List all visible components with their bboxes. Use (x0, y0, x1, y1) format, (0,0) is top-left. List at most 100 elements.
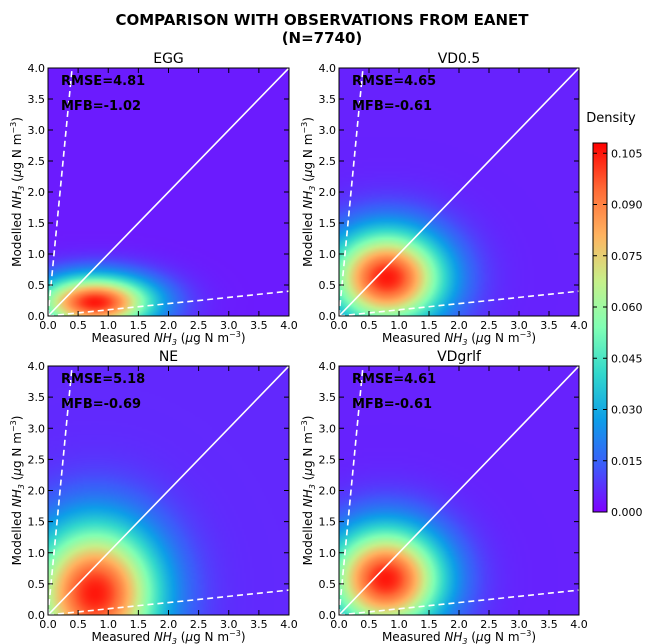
panel-egg: 0.00.0 0.5 0.5 1.0 1.0 1.5 1.5 2.0 2.0 2.5 2.5 3.0 3… (9, 51, 298, 347)
y-tick-label: 4.0 (28, 62, 46, 75)
figure-title-line1: COMPARISON WITH OBSERVATIONS FROM EANET (115, 11, 529, 29)
x-axis-label: Measured NH3 (μg N m−3) (91, 330, 245, 347)
colorbar-tick-label: 0.045 (611, 352, 643, 365)
x-tick-label: 2.0 (160, 319, 178, 332)
rmse-value: RMSE=4.81 (61, 74, 145, 89)
x-tick-label: 3.0 (220, 319, 238, 332)
factor-ten-lower-line (48, 589, 289, 615)
x-tick-label: 1.5 (420, 618, 438, 631)
y-tick-label: 1.0 (28, 547, 46, 560)
x-tick-label: 3.0 (510, 319, 528, 332)
y-tick-label: 3.0 (319, 422, 337, 435)
x-tick-label: 0.0 (330, 319, 348, 332)
y-tick-label: 2.0 (319, 186, 337, 199)
x-tick-label: 4.0 (280, 618, 298, 631)
y-tick-label: 3.0 (28, 124, 46, 137)
factor-ten-lower-line (339, 290, 579, 316)
x-tick-label: 2.0 (450, 618, 468, 631)
x-tick-label: 0.0 (39, 319, 57, 332)
rmse-value: RMSE=5.18 (61, 372, 145, 387)
colorbar-tick-label: 0.030 (611, 404, 643, 417)
x-tick-label: 4.0 (570, 618, 588, 631)
factor-ten-upper-line (339, 68, 364, 316)
x-tick-label: 2.0 (450, 319, 468, 332)
panel-vd05: 0.00.0 0.5 0.5 1.0 1.0 1.5 1.5 2.0 2.0 2.5 2.5 3.0 3… (300, 51, 588, 347)
x-tick-label: 2.5 (480, 319, 498, 332)
x-axis-label: Measured NH3 (μg N m−3) (91, 629, 245, 644)
y-axis-label: Modelled NH3 (μg N m−3) (300, 117, 317, 267)
mfb-value: MFB=-0.69 (61, 397, 141, 412)
x-tick-label: 4.0 (280, 319, 298, 332)
y-tick-label: 0.0 (28, 310, 46, 323)
colorbar-gradient (592, 142, 608, 513)
x-tick-label: 3.5 (250, 618, 268, 631)
y-tick-label: 1.0 (28, 248, 46, 261)
x-tick-label: 1.5 (420, 319, 438, 332)
y-tick-label: 1.5 (319, 516, 337, 529)
x-tick-label: 1.0 (100, 319, 118, 332)
y-tick-label: 3.0 (319, 124, 337, 137)
x-tick-label: 2.5 (190, 618, 208, 631)
one-to-one-line (339, 366, 579, 615)
panels: 0.00.00.50.51.01.01.51.52.02.02.52.53.03… (9, 51, 588, 644)
factor-ten-lower-line (339, 589, 579, 615)
y-tick-label: 4.0 (28, 360, 46, 373)
colorbar-tick-label: 0.090 (611, 199, 643, 212)
x-tick-label: 1.0 (390, 618, 408, 631)
mfb-value: MFB=-0.61 (352, 397, 432, 412)
x-tick-label: 3.5 (540, 319, 558, 332)
y-tick-label: 4.0 (319, 62, 337, 75)
y-tick-label: 4.0 (319, 360, 337, 373)
colorbar-tick-label: 0.060 (611, 301, 643, 314)
y-tick-label: 0.5 (28, 578, 46, 591)
colorbar-tick-label: 0.075 (611, 250, 643, 263)
y-axis-label: Modelled NH3 (μg N m−3) (300, 416, 317, 566)
one-to-one-line (339, 68, 579, 316)
panel-title: NE (159, 349, 178, 365)
y-tick-label: 3.0 (28, 422, 46, 435)
y-tick-label: 0.5 (28, 279, 46, 292)
x-tick-label: 1.0 (390, 319, 408, 332)
y-tick-label: 1.0 (319, 248, 337, 261)
factor-ten-upper-line (48, 366, 73, 615)
y-tick-label: 2.0 (28, 186, 46, 199)
x-tick-label: 0.5 (69, 618, 87, 631)
x-tick-label: 3.5 (250, 319, 268, 332)
y-axis-label: Modelled NH3 (μg N m−3) (9, 416, 26, 566)
y-tick-label: 2.5 (28, 155, 46, 168)
y-tick-label: 1.0 (319, 547, 337, 560)
y-tick-label: 0.0 (319, 310, 337, 323)
x-tick-label: 2.0 (160, 618, 178, 631)
panel-title: EGG (153, 51, 184, 67)
x-tick-label: 3.0 (220, 618, 238, 631)
colorbar-tick-label: 0.015 (611, 455, 643, 468)
x-axis-label: Measured NH3 (μg N m−3) (382, 629, 536, 644)
y-tick-label: 2.5 (319, 155, 337, 168)
rmse-value: RMSE=4.65 (352, 74, 436, 89)
mfb-value: MFB=-1.02 (61, 99, 141, 114)
x-axis-label: Measured NH3 (μg N m−3) (382, 330, 536, 347)
x-tick-label: 0.5 (360, 319, 378, 332)
x-tick-label: 1.5 (130, 319, 148, 332)
colorbar-tick-label: 0.105 (611, 147, 643, 160)
y-tick-label: 2.5 (28, 453, 46, 466)
panel-title: VD0.5 (438, 51, 481, 67)
mfb-value: MFB=-0.61 (352, 99, 432, 114)
x-tick-label: 0.0 (39, 618, 57, 631)
y-tick-label: 2.0 (28, 485, 46, 498)
x-tick-label: 2.5 (190, 319, 208, 332)
panel-vdgrlf: 0.00.0 0.5 0.5 1.0 1.0 1.5 1.5 2.0 2.0 2.5 2.5 3.0 3… (300, 349, 588, 644)
x-tick-label: 0.0 (330, 618, 348, 631)
x-tick-label: 4.0 (570, 319, 588, 332)
y-tick-label: 0.5 (319, 279, 337, 292)
one-to-one-line (48, 366, 289, 615)
y-tick-label: 2.0 (319, 485, 337, 498)
y-tick-label: 0.5 (319, 578, 337, 591)
x-tick-label: 3.5 (540, 618, 558, 631)
figure-title-line2: (N=7740) (282, 29, 363, 47)
y-tick-label: 3.5 (319, 391, 337, 404)
colorbar-ticks: 0.000 0.015 0.030 0.045 0.060 0.075 0.090 0.105 (593, 147, 643, 519)
y-tick-label: 1.5 (28, 516, 46, 529)
y-axis-label: Modelled NH3 (μg N m−3) (9, 117, 26, 267)
